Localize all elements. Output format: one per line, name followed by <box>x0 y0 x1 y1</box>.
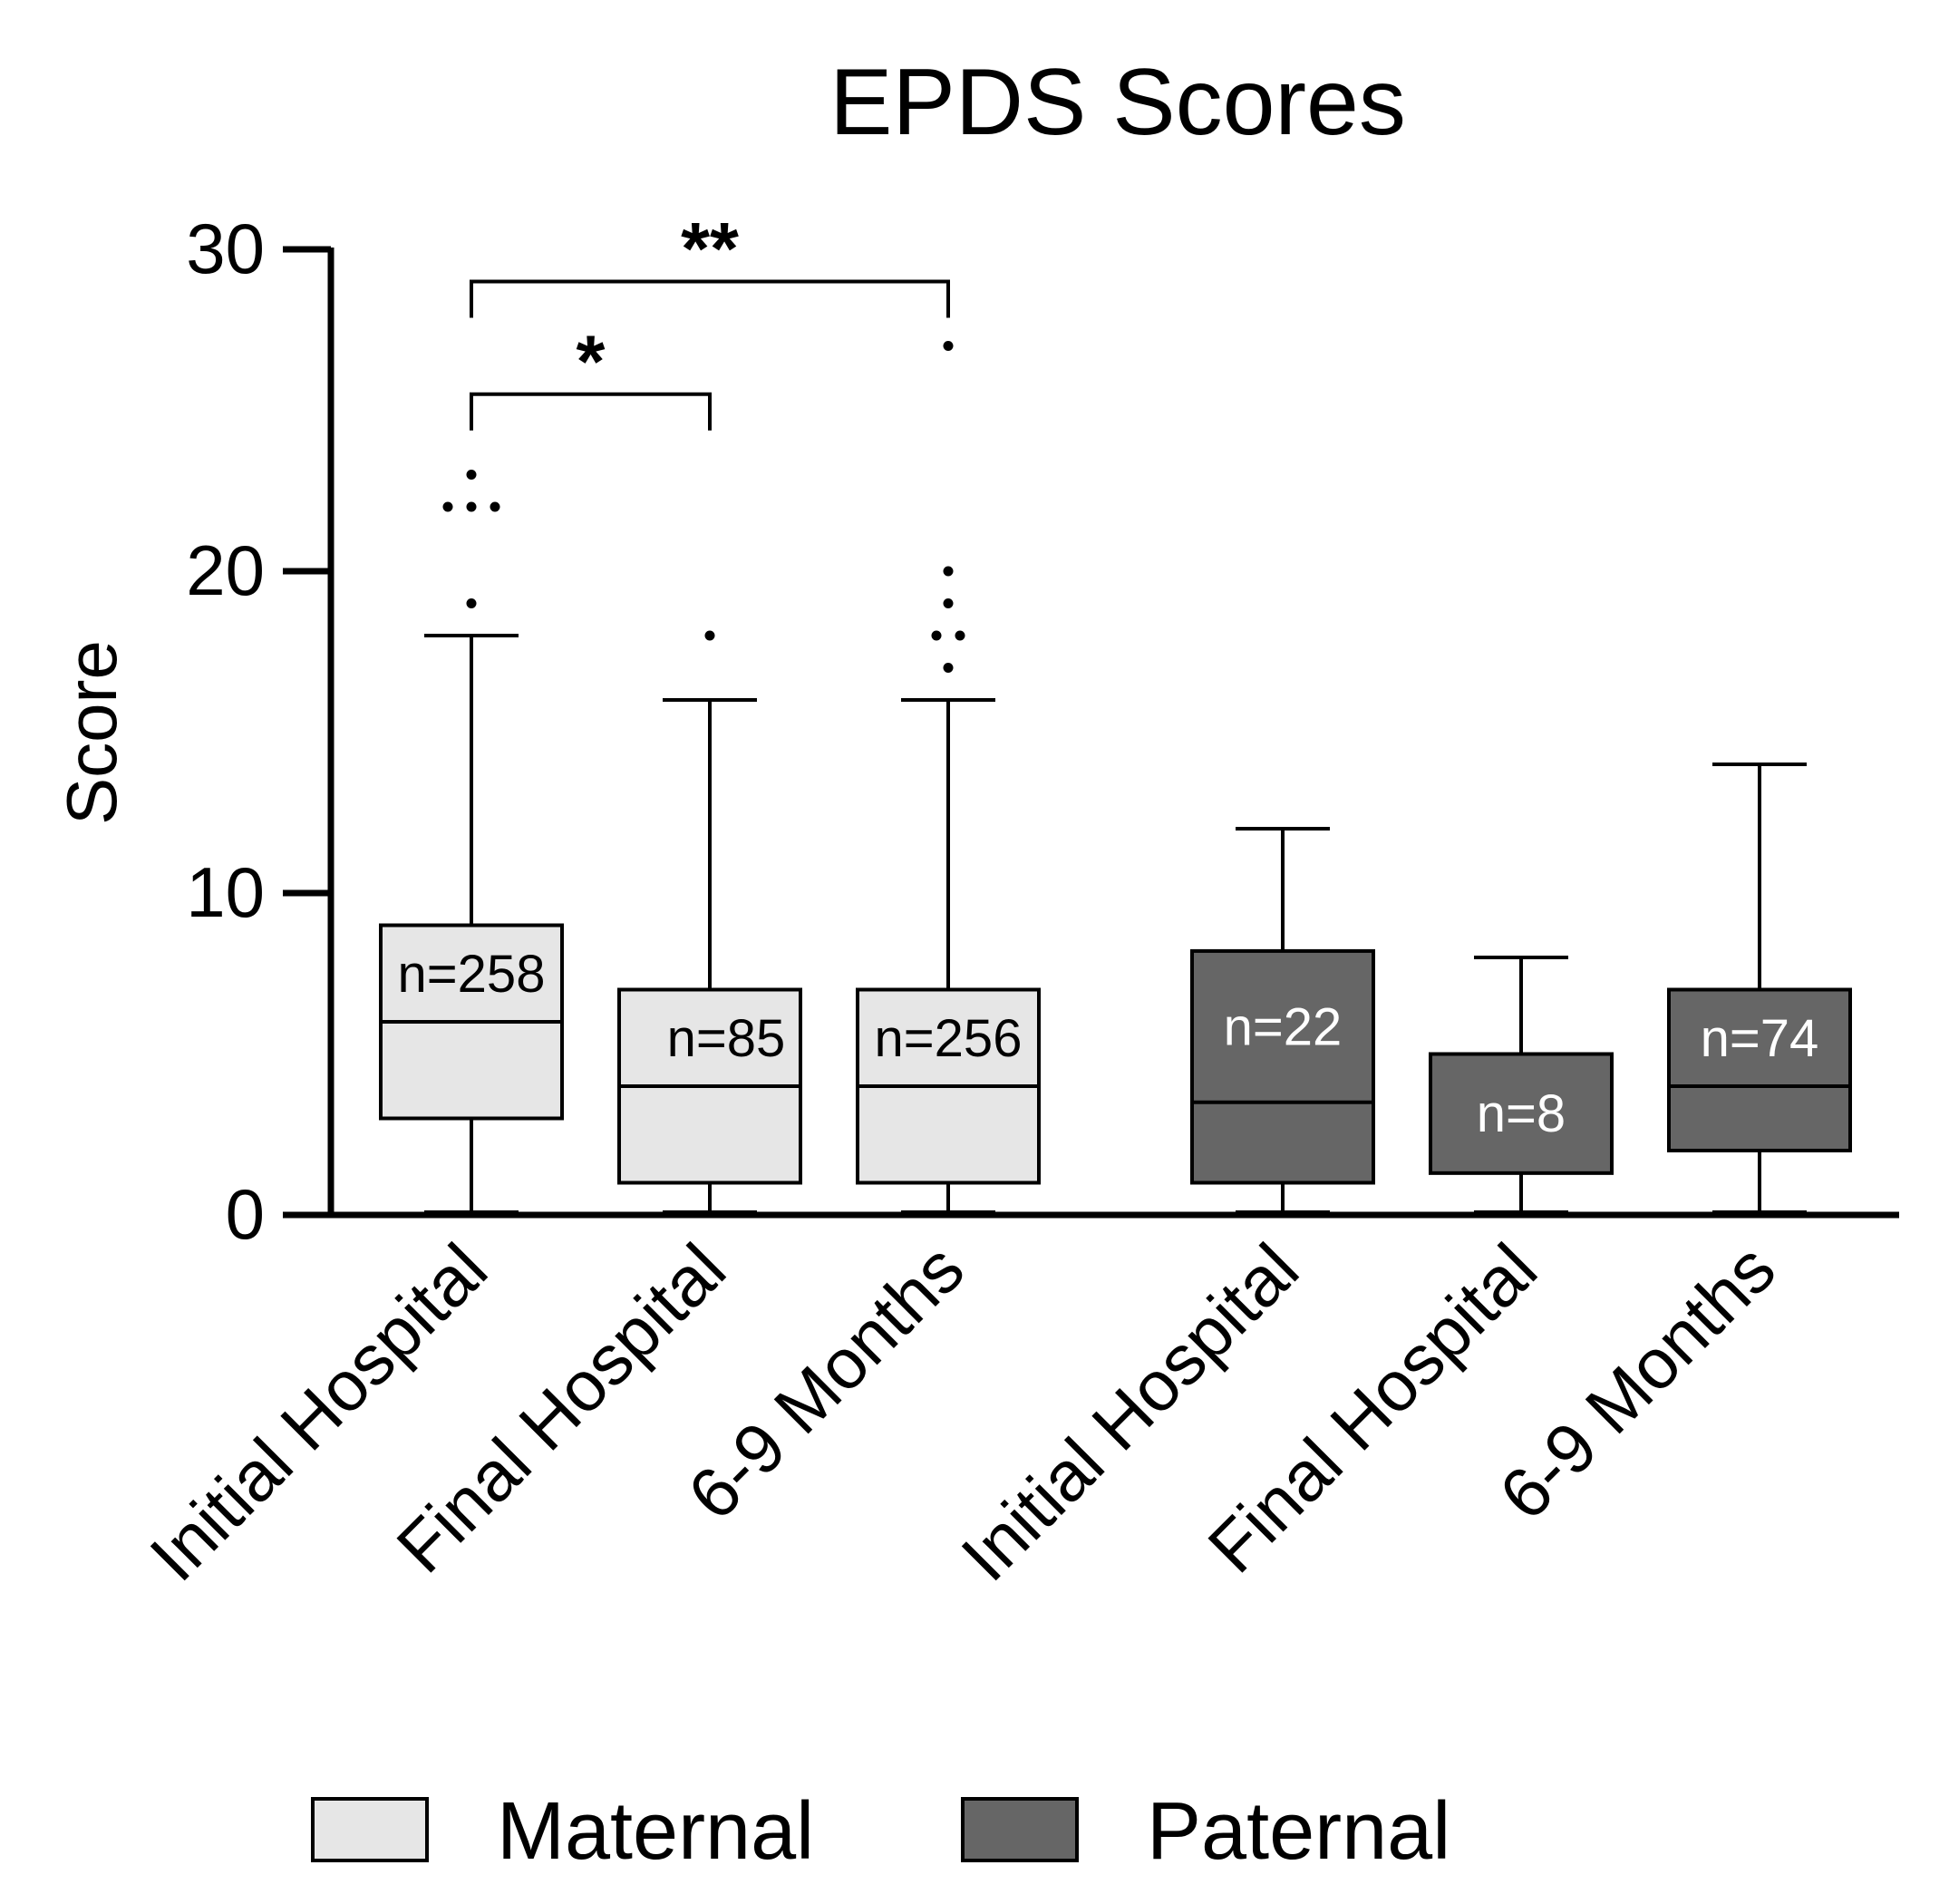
box-paternal <box>1429 1052 1614 1175</box>
outlier-point <box>943 566 954 577</box>
outlier-point <box>943 341 954 351</box>
significance-label: * <box>577 321 606 403</box>
y-axis-label: Score <box>52 640 131 825</box>
outlier-point <box>943 598 954 608</box>
n-label: n=22 <box>1224 997 1343 1056</box>
significance-label: ** <box>681 209 739 291</box>
outlier-point <box>955 630 965 641</box>
chart-title: EPDS Scores <box>829 50 1406 155</box>
outlier-point <box>442 501 453 512</box>
n-label: n=8 <box>1477 1084 1566 1143</box>
outlier-point <box>466 501 477 512</box>
legend-swatch-paternal <box>961 1797 1079 1862</box>
box-paternal <box>1667 987 1852 1152</box>
outlier-point <box>943 663 954 673</box>
outlier-point <box>704 630 715 641</box>
n-label: n=74 <box>1701 1009 1819 1068</box>
outlier-point <box>466 598 477 608</box>
y-tick-label: 30 <box>186 209 265 288</box>
y-tick-label: 20 <box>186 530 265 610</box>
legend-swatch-maternal <box>311 1797 429 1862</box>
y-tick-label: 10 <box>186 852 265 932</box>
outlier-point <box>466 470 477 480</box>
n-label: n=256 <box>875 1009 1023 1068</box>
legend-label-maternal: Maternal <box>497 1786 814 1877</box>
n-label: n=258 <box>398 945 546 1004</box>
n-label: n=85 <box>667 1009 786 1068</box>
significance-bracket <box>470 392 712 431</box>
y-tick-label: 0 <box>226 1174 265 1254</box>
legend-label-paternal: Paternal <box>1147 1786 1450 1877</box>
outlier-point <box>931 630 942 641</box>
box-paternal <box>1190 948 1375 1185</box>
outlier-point <box>490 501 500 512</box>
significance-bracket <box>470 279 950 318</box>
